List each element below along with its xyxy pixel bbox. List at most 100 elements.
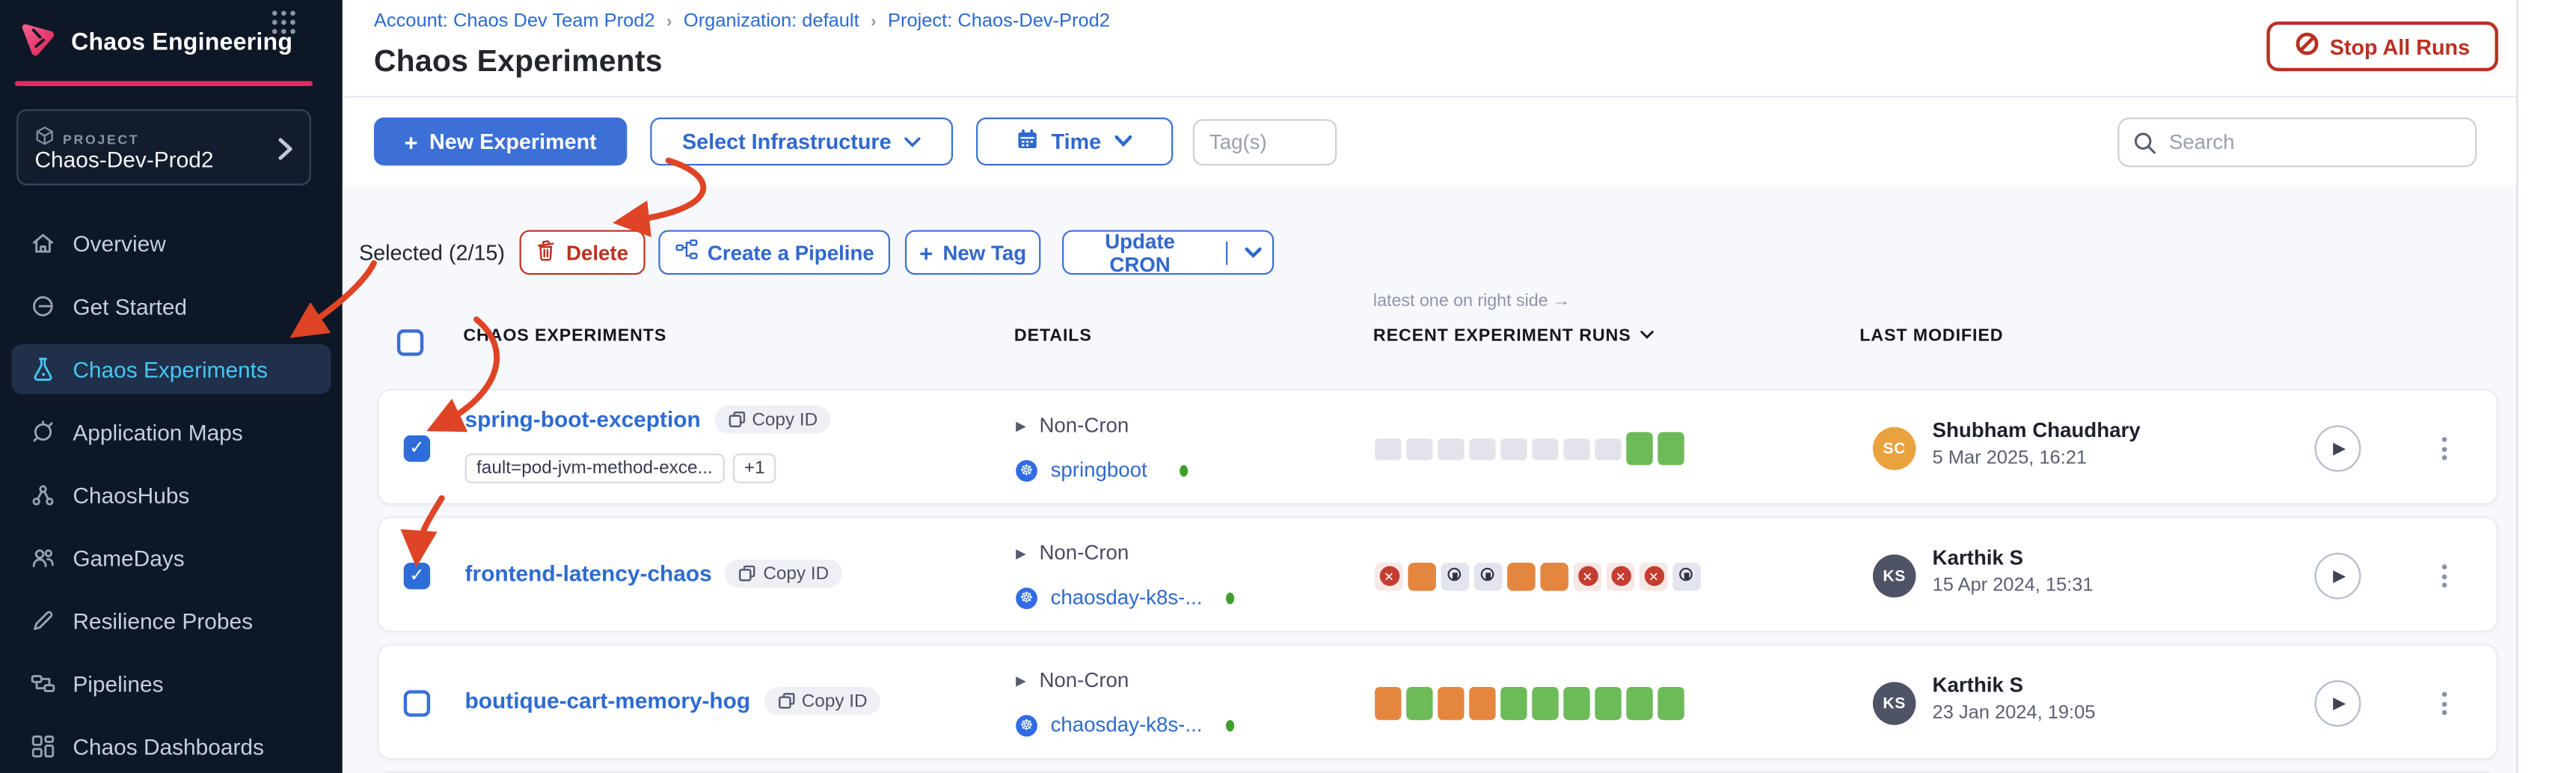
infrastructure-link[interactable]: springboot	[1050, 458, 1147, 482]
ban-icon	[2295, 31, 2319, 61]
run-empty[interactable]	[1563, 438, 1590, 459]
create-pipeline-button[interactable]: Create a Pipeline	[658, 230, 891, 275]
run-empty[interactable]	[1375, 438, 1402, 459]
sidebar: Chaos Engineering PROJECT Ch	[0, 0, 343, 773]
row-checkbox[interactable]: ✓	[403, 435, 431, 462]
modified-at: 5 Mar 2025, 16:21	[1932, 448, 2088, 468]
run-completed[interactable]	[1657, 432, 1684, 465]
sidebar-item-chaos-experiments[interactable]: Chaos Experiments	[11, 344, 331, 394]
chevron-right-icon	[273, 135, 296, 170]
run-aborted[interactable]	[1672, 561, 1701, 590]
chaos-engineering-logo-icon	[18, 19, 58, 67]
sidebar-item-chaos-dashboards[interactable]: Chaos Dashboards	[11, 721, 331, 771]
brand-title: Chaos Engineering	[71, 29, 293, 57]
run-completed[interactable]	[1500, 686, 1527, 721]
run-empty[interactable]	[1438, 438, 1465, 459]
copy-id-button[interactable]: Copy ID	[725, 559, 842, 588]
run-experiment-button[interactable]: ▶	[2314, 425, 2361, 472]
pipelines-icon	[30, 670, 56, 697]
resilience-probes-icon	[30, 608, 56, 634]
run-experiment-button[interactable]: ▶	[2314, 680, 2361, 727]
run-stopped[interactable]	[1469, 686, 1496, 721]
run-failed[interactable]	[1375, 561, 1403, 590]
sidebar-item-gamedays[interactable]: GameDays	[11, 533, 331, 582]
copy-id-button[interactable]: Copy ID	[714, 405, 831, 434]
run-failed[interactable]	[1573, 561, 1602, 590]
project-label: PROJECT	[63, 131, 140, 147]
modified-by: Karthik S	[1932, 546, 2023, 569]
copy-id-button[interactable]: Copy ID	[763, 686, 881, 715]
delete-button[interactable]: Delete	[519, 230, 645, 275]
run-failed[interactable]	[1640, 561, 1668, 590]
column-header-recent-runs[interactable]: RECENT EXPERIMENT RUNS	[1373, 326, 1655, 346]
run-empty[interactable]	[1406, 438, 1433, 459]
select-all-checkbox[interactable]: ✓	[396, 329, 424, 356]
run-stopped[interactable]	[1408, 561, 1436, 590]
select-infrastructure-dropdown[interactable]: Select Infrastructure	[650, 117, 954, 166]
project-selector[interactable]: PROJECT Chaos-Dev-Prod2	[16, 109, 311, 186]
update-cron-button[interactable]: Update CRON	[1062, 229, 1275, 275]
search-input[interactable]	[2117, 117, 2477, 168]
run-empty[interactable]	[1500, 438, 1527, 459]
run-completed[interactable]	[1563, 686, 1590, 721]
row-checkbox[interactable]: ✓	[403, 690, 431, 717]
infrastructure-link[interactable]: chaosday-k8s-...	[1050, 713, 1203, 737]
run-empty[interactable]	[1469, 438, 1496, 459]
run-experiment-button[interactable]: ▶	[2314, 552, 2361, 599]
divider	[1226, 240, 1228, 264]
run-completed[interactable]	[1626, 686, 1653, 721]
run-empty[interactable]	[1595, 438, 1622, 459]
run-completed[interactable]	[1657, 686, 1684, 721]
new-tag-button[interactable]: + New Tag	[904, 230, 1041, 275]
run-stopped[interactable]	[1507, 561, 1536, 590]
run-completed[interactable]	[1626, 432, 1653, 465]
dashboards-icon	[30, 733, 56, 760]
copy-icon	[739, 565, 756, 581]
sidebar-item-chaoshubs[interactable]: ChaosHubs	[11, 470, 331, 519]
row-menu-button[interactable]	[2430, 682, 2456, 725]
row-menu-button[interactable]	[2430, 427, 2456, 471]
modified-by: Shubham Chaudhary	[1932, 418, 2141, 442]
sidebar-item-application-maps[interactable]: Application Maps	[11, 407, 331, 456]
brand-accent-line	[14, 81, 313, 85]
breadcrumb-organization[interactable]: Organization: default	[683, 11, 859, 32]
sidebar-item-get-started[interactable]: Get Started	[11, 281, 331, 331]
row-checkbox[interactable]: ✓	[403, 563, 431, 590]
divider	[342, 96, 2517, 98]
run-aborted[interactable]	[1473, 561, 1503, 590]
tags-filter-input[interactable]	[1192, 119, 1337, 166]
run-completed[interactable]	[1406, 686, 1433, 721]
plus-icon: +	[404, 128, 418, 155]
breadcrumb-project[interactable]: Project: Chaos-Dev-Prod2	[888, 11, 1110, 32]
cube-icon	[34, 124, 55, 154]
run-stopped[interactable]	[1438, 686, 1465, 721]
run-stopped[interactable]	[1540, 561, 1568, 590]
experiment-row: ✓ boutique-cart-memory-hog Copy ID ▶ Non…	[377, 644, 2499, 760]
sidebar-item-pipelines[interactable]: Pipelines	[11, 659, 331, 708]
row-menu-button[interactable]	[2430, 554, 2456, 598]
run-completed[interactable]	[1532, 686, 1559, 721]
copy-icon	[777, 693, 794, 709]
run-failed[interactable]	[1606, 561, 1635, 590]
breadcrumb-account[interactable]: Account: Chaos Dev Team Prod2	[373, 11, 655, 32]
experiment-name-link[interactable]: frontend-latency-chaos	[464, 560, 712, 587]
scrollbar-gutter[interactable]	[2516, 0, 2576, 773]
get-started-icon	[30, 293, 56, 320]
sidebar-item-resilience-probes[interactable]: Resilience Probes	[11, 596, 331, 645]
run-completed[interactable]	[1595, 686, 1622, 721]
infrastructure-link[interactable]: chaosday-k8s-...	[1050, 586, 1203, 609]
run-aborted[interactable]	[1441, 561, 1470, 590]
experiment-name-link[interactable]: spring-boot-exception	[464, 407, 701, 433]
run-empty[interactable]	[1532, 438, 1559, 459]
infra-status-dot	[1225, 719, 1234, 731]
experiment-name-link[interactable]: boutique-cart-memory-hog	[464, 688, 751, 714]
run-stopped[interactable]	[1375, 686, 1402, 721]
time-filter-dropdown[interactable]: Time	[976, 117, 1174, 166]
stop-all-runs-button[interactable]: Stop All Runs	[2266, 21, 2499, 72]
project-name: Chaos-Dev-Prod2	[34, 147, 214, 173]
new-experiment-button[interactable]: + New Experiment	[373, 117, 628, 166]
sidebar-item-overview[interactable]: Overview	[11, 219, 331, 268]
tag-overflow-chip[interactable]: +1	[732, 453, 777, 483]
module-grid-icon[interactable]	[270, 8, 298, 45]
page-title: Chaos Experiments	[373, 43, 663, 78]
